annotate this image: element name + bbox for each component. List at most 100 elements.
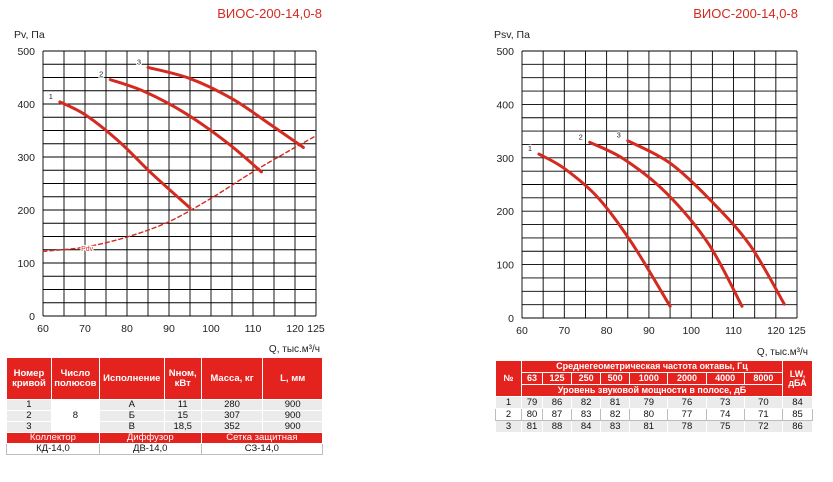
chart1-series-line-Pdv	[42, 135, 317, 253]
level-cell: 81	[600, 396, 631, 409]
frequency-row: 63 125 250 500 1000 2000 4000 8000	[496, 372, 813, 385]
execution-value: В	[98, 421, 165, 433]
chart1-x-tick-label: 110	[245, 323, 262, 335]
table-header-row: Номер кривой Число полюсов Исполнение Nн…	[6, 357, 323, 400]
level-cell: 83	[571, 408, 602, 421]
table-row: 2 80 87 83 82 80 77 74 71 85	[495, 408, 813, 421]
power-title-row: Уровень звуковой мощности в полосе, дБ	[496, 384, 813, 397]
mass-value: 352	[200, 421, 264, 433]
chart2-y-tick-label: 100	[496, 260, 514, 272]
level-cell: 80	[629, 408, 669, 421]
header-power: Nном, кВт	[163, 357, 202, 400]
header-poles: Число полюсов	[50, 357, 100, 400]
grid-value: СЗ-14,0	[200, 443, 324, 455]
header-curve-number: Номер кривой	[6, 357, 52, 400]
chart2-y-tick-label: 300	[496, 153, 514, 165]
level-cell: 84	[571, 420, 602, 433]
frequency-cell: 8000	[743, 372, 784, 385]
chart1-x-tick-label: 80	[121, 323, 133, 335]
frequency-cell: 250	[571, 372, 602, 385]
level-cell: 76	[667, 396, 707, 409]
level-cell: 83	[600, 420, 631, 433]
chart2-y-tick-label: 0	[508, 313, 514, 325]
level-cell: 82	[600, 408, 631, 421]
mass-value: 307	[200, 410, 264, 422]
level-cell: 75	[705, 420, 745, 433]
row-number: 1	[495, 396, 522, 409]
table-row: 3 81 88 84 83 81 78 75 72 86	[495, 420, 813, 433]
chart2-series-line-1	[537, 152, 672, 308]
grid-label: Сетка защитная	[200, 432, 324, 444]
level-cell: 78	[667, 420, 707, 433]
curve-number: 1	[6, 399, 52, 411]
execution-value: А	[98, 399, 165, 411]
chart1-y-tick-label: 100	[17, 258, 35, 270]
level-cell: 81	[629, 420, 669, 433]
header-frequency-title: Среднегеометрическая частота октавы, Гц	[521, 360, 783, 373]
level-cell: 81	[521, 420, 543, 433]
curve-number: 2	[6, 410, 52, 422]
level-cell: 87	[541, 408, 573, 421]
row-number: 3	[495, 420, 522, 433]
chart1-series-line-1	[58, 100, 192, 210]
chart1-x-tick-label: 125	[307, 323, 325, 335]
collector-label: Коллектор	[6, 432, 100, 444]
chart1-title: ВИОС-200-14,0-8	[217, 6, 322, 21]
frequency-cell: 63	[521, 372, 543, 385]
sound-power-table: № Среднегеометрическая частота октавы, Г…	[495, 360, 813, 433]
level-cell: 73	[705, 396, 745, 409]
poles-value: 8	[50, 399, 100, 433]
chart1-x-tick-label: 90	[163, 323, 175, 335]
lw-cell: 84	[782, 396, 813, 409]
chart1-x-tick-label: 100	[202, 323, 220, 335]
power-value: 18,5	[163, 421, 202, 433]
chart1-series-label-2: 2	[99, 70, 103, 79]
header-length: L, мм	[262, 357, 323, 400]
chart1-y-axis-label: Pv, Па	[14, 29, 45, 41]
chart1-series-label-3: 3	[137, 57, 141, 66]
chart2-x-tick-label: 110	[725, 325, 742, 337]
level-cell: 72	[743, 420, 784, 433]
chart1-x-tick-label: 70	[79, 323, 91, 335]
chart2-y-tick-label: 500	[496, 46, 514, 58]
chart1-y-tick-label: 300	[17, 152, 35, 164]
chart2-x-tick-label: 100	[682, 325, 700, 337]
header-mass: Масса, кг	[200, 357, 264, 400]
chart1-x-axis-label: Q, тыс.м³/ч	[269, 344, 320, 355]
curve-parameters-table: Номер кривой Число полюсов Исполнение Nн…	[6, 357, 324, 455]
level-cell: 82	[571, 396, 602, 409]
frequency-cell: 125	[541, 372, 573, 385]
chart2-x-tick-label: 70	[558, 325, 570, 337]
length-value: 900	[262, 421, 323, 433]
length-value: 900	[262, 410, 323, 422]
frequency-cell: 4000	[705, 372, 745, 385]
chart1-y-tick-label: 500	[17, 46, 35, 58]
header-execution: Исполнение	[98, 357, 165, 400]
accessories-header-row: Коллектор Диффузор Сетка защитная	[6, 432, 324, 444]
chart2-title: ВИОС-200-14,0-8	[693, 6, 798, 21]
chart1-x-tick-label: 60	[37, 323, 49, 335]
level-cell: 77	[667, 408, 707, 421]
chart1-series-line-3	[146, 65, 305, 149]
row-number: 2	[495, 408, 522, 421]
chart1-series-line-2	[108, 78, 263, 174]
chart1-y-tick-label: 400	[17, 99, 35, 111]
chart2-y-tick-label: 400	[496, 99, 514, 111]
table-row: 1 8 А 11 280 900	[6, 399, 323, 433]
chart2-series-line-2	[588, 140, 744, 308]
level-cell: 70	[743, 396, 784, 409]
power-value: 15	[163, 410, 202, 422]
chart2-y-tick-label: 200	[496, 206, 514, 218]
table-row: 3 В 18,5 352 900	[6, 421, 323, 433]
level-cell: 79	[521, 396, 543, 409]
chart2-series-label-1: 1	[528, 144, 532, 153]
frequency-cell: 2000	[667, 372, 707, 385]
chart1-series-label-pdv: Pdv	[81, 246, 94, 253]
chart1-series-label-1: 1	[49, 92, 53, 101]
execution-value: Б	[98, 410, 165, 422]
chart1-x-tick-label: 120	[286, 323, 304, 335]
header-power-title: Уровень звуковой мощности в полосе, дБ	[521, 384, 783, 397]
chart1-y-tick-label: 0	[29, 311, 35, 323]
accessories-value-row: КД-14,0 ДВ-14,0 СЗ-14,0	[6, 443, 324, 455]
